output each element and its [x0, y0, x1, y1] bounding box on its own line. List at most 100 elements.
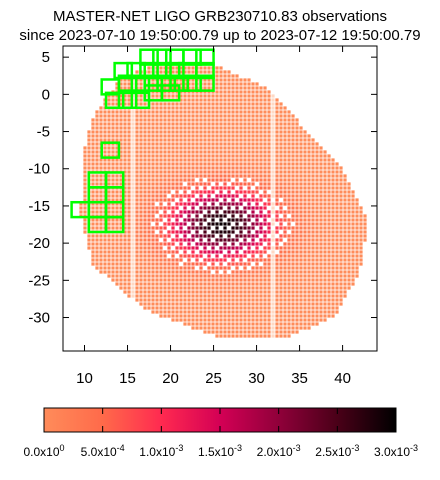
map-pixel — [247, 182, 251, 186]
map-pixel — [295, 218, 299, 222]
map-pixel — [235, 294, 239, 298]
map-pixel — [131, 258, 135, 262]
map-pixel — [83, 218, 87, 222]
map-pixel — [347, 226, 351, 230]
map-pixel — [171, 198, 175, 202]
map-pixel — [203, 82, 207, 86]
map-pixel — [231, 194, 235, 198]
map-pixel — [239, 310, 243, 314]
map-pixel — [243, 158, 247, 162]
map-pixel — [279, 234, 283, 238]
map-pixel — [139, 262, 143, 266]
map-pixel — [111, 162, 115, 166]
map-pixel — [319, 174, 323, 178]
map-pixel — [123, 266, 127, 270]
map-pixel — [127, 162, 131, 166]
map-pixel — [179, 214, 183, 218]
map-pixel — [87, 158, 91, 162]
map-pixel — [155, 130, 159, 134]
map-pixel — [291, 238, 295, 242]
observed-fields — [70, 48, 215, 234]
map-pixel — [227, 102, 231, 106]
map-pixel — [163, 266, 167, 270]
map-pixel — [119, 262, 123, 266]
map-pixel — [347, 258, 351, 262]
map-pixel — [179, 154, 183, 158]
colorbar-tick-label: 0.0x100 — [23, 443, 64, 459]
map-pixel — [219, 266, 223, 270]
map-pixel — [335, 206, 339, 210]
map-pixel — [119, 158, 123, 162]
map-pixel — [215, 146, 219, 150]
map-pixel — [107, 194, 111, 198]
map-pixel — [115, 142, 119, 146]
map-pixel — [83, 226, 87, 230]
map-pixel — [155, 234, 159, 238]
map-pixel — [167, 306, 171, 310]
map-pixel — [279, 278, 283, 282]
map-pixel — [147, 286, 151, 290]
map-pixel — [223, 150, 227, 154]
map-pixel — [115, 202, 119, 206]
map-pixel — [215, 170, 219, 174]
map-pixel — [167, 134, 171, 138]
map-pixel — [239, 170, 243, 174]
map-pixel — [363, 214, 367, 218]
map-pixel — [271, 110, 275, 114]
map-pixel — [291, 154, 295, 158]
map-pixel — [175, 314, 179, 318]
map-pixel — [267, 254, 271, 258]
map-pixel — [203, 330, 207, 334]
map-pixel — [267, 306, 271, 310]
map-pixel — [147, 138, 151, 142]
map-pixel — [151, 182, 155, 186]
map-pixel — [227, 98, 231, 102]
map-pixel — [215, 182, 219, 186]
map-pixel — [267, 214, 271, 218]
map-pixel — [251, 330, 255, 334]
map-pixel — [175, 234, 179, 238]
map-pixel — [195, 270, 199, 274]
map-pixel — [295, 214, 299, 218]
map-pixel — [107, 130, 111, 134]
map-pixel — [151, 302, 155, 306]
map-pixel — [227, 326, 231, 330]
map-pixel — [271, 298, 275, 302]
map-pixel — [147, 110, 151, 114]
map-pixel — [111, 102, 115, 106]
map-pixel — [163, 134, 167, 138]
map-pixel — [279, 182, 283, 186]
map-pixel — [239, 162, 243, 166]
map-pixel — [123, 262, 127, 266]
y-tick-label: -10 — [28, 161, 50, 178]
map-pixel — [335, 250, 339, 254]
map-pixel — [243, 286, 247, 290]
map-pixel — [171, 230, 175, 234]
map-pixel — [311, 274, 315, 278]
map-pixel — [175, 190, 179, 194]
map-pixel — [247, 334, 251, 338]
map-pixel — [119, 282, 123, 286]
map-pixel — [147, 66, 151, 70]
map-pixel — [123, 138, 127, 142]
map-pixel — [239, 82, 243, 86]
map-pixel — [255, 130, 259, 134]
map-pixel — [239, 254, 243, 258]
map-pixel — [311, 238, 315, 242]
map-pixel — [191, 190, 195, 194]
map-pixel — [247, 158, 251, 162]
map-pixel — [271, 282, 275, 286]
map-pixel — [223, 238, 227, 242]
map-pixel — [251, 174, 255, 178]
map-pixel — [275, 202, 279, 206]
map-pixel — [307, 214, 311, 218]
map-pixel — [279, 210, 283, 214]
map-pixel — [183, 86, 187, 90]
map-pixel — [267, 194, 271, 198]
map-pixel — [279, 218, 283, 222]
map-pixel — [307, 230, 311, 234]
map-pixel — [323, 154, 327, 158]
map-pixel — [331, 170, 335, 174]
map-pixel — [315, 190, 319, 194]
map-pixel — [251, 150, 255, 154]
